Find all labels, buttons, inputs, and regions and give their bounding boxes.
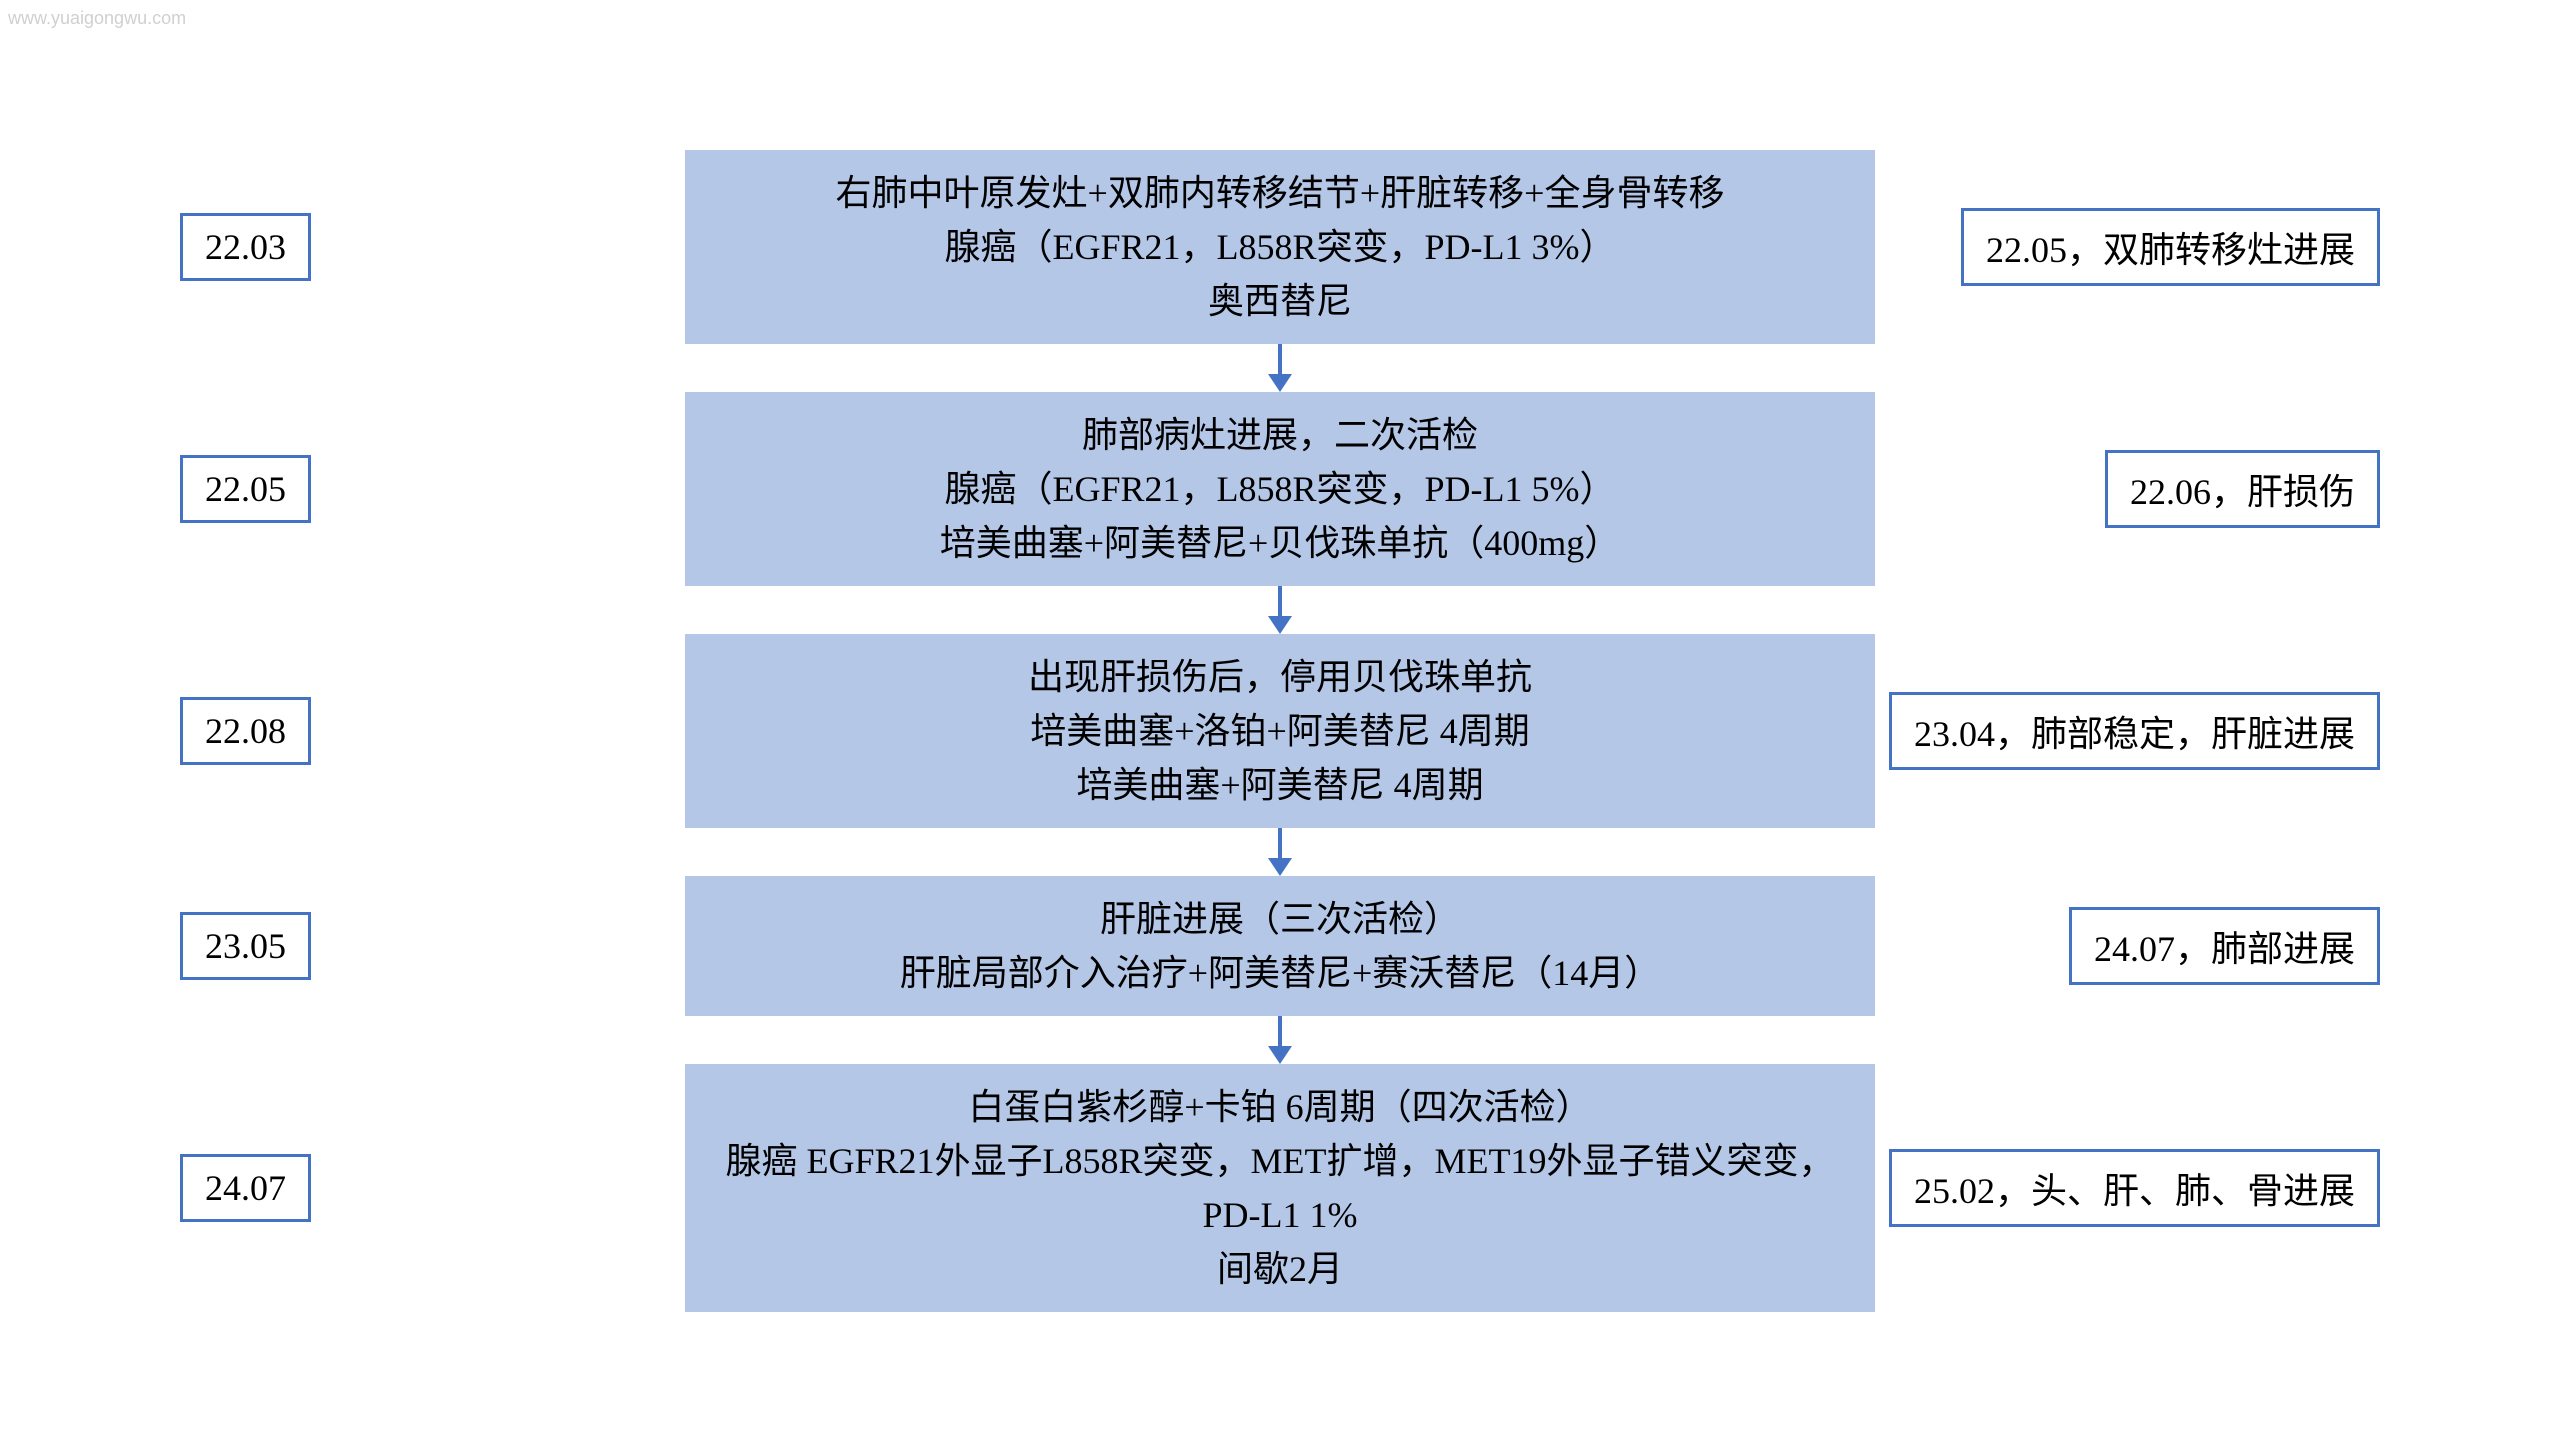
date-box: 23.05 [180,912,311,980]
arrow-down-icon [1268,828,1292,876]
date-box: 24.07 [180,1154,311,1222]
event-box: 白蛋白紫杉醇+卡铂 6周期（四次活检） 腺癌 EGFR21外显子L858R突变，… [685,1064,1875,1312]
arrow-down-icon [1268,586,1292,634]
event-box: 出现肝损伤后，停用贝伐珠单抗 培美曲塞+洛铂+阿美替尼 4周期 培美曲塞+阿美替… [685,634,1875,828]
watermark: www.yuaigongwu.com [8,8,186,29]
event-line: 培美曲塞+洛铂+阿美替尼 4周期 [1030,704,1530,758]
flowchart-container: 22.03 右肺中叶原发灶+双肺内转移结节+肝脏转移+全身骨转移 腺癌（EGFR… [180,150,2380,1312]
flow-row: 22.08 出现肝损伤后，停用贝伐珠单抗 培美曲塞+洛铂+阿美替尼 4周期 培美… [180,634,2380,828]
date-box: 22.03 [180,213,311,281]
arrow-down-icon [1268,1016,1292,1064]
event-line: 出现肝损伤后，停用贝伐珠单抗 [1028,650,1532,704]
event-line: 培美曲塞+阿美替尼 4周期 [1076,758,1483,812]
flow-row: 22.03 右肺中叶原发灶+双肺内转移结节+肝脏转移+全身骨转移 腺癌（EGFR… [180,150,2380,344]
flow-row: 22.05 肺部病灶进展，二次活检 腺癌（EGFR21，L858R突变，PD-L… [180,392,2380,586]
flow-row: 23.05 肝脏进展（三次活检） 肝脏局部介入治疗+阿美替尼+赛沃替尼（14月）… [180,876,2380,1016]
result-box: 25.02，头、肝、肺、骨进展 [1889,1149,2380,1227]
event-line: 右肺中叶原发灶+双肺内转移结节+肝脏转移+全身骨转移 [836,166,1725,220]
event-line: PD-L1 1% [1203,1188,1358,1242]
event-box: 右肺中叶原发灶+双肺内转移结节+肝脏转移+全身骨转移 腺癌（EGFR21，L85… [685,150,1875,344]
result-box: 24.07，肺部进展 [2069,907,2380,985]
event-line: 奥西替尼 [1208,274,1352,328]
event-box: 肺部病灶进展，二次活检 腺癌（EGFR21，L858R突变，PD-L1 5%） … [685,392,1875,586]
date-box: 22.08 [180,697,311,765]
event-line: 间歇2月 [1217,1242,1343,1296]
event-line: 肝脏局部介入治疗+阿美替尼+赛沃替尼（14月） [900,946,1661,1000]
event-line: 腺癌（EGFR21，L858R突变，PD-L1 5%） [944,462,1615,516]
event-line: 腺癌 EGFR21外显子L858R突变，MET扩增，MET19外显子错义突变， [725,1134,1834,1188]
event-line: 培美曲塞+阿美替尼+贝伐珠单抗（400mg） [940,516,1621,570]
date-box: 22.05 [180,455,311,523]
result-box: 22.06，肝损伤 [2105,450,2380,528]
result-box: 23.04，肺部稳定，肝脏进展 [1889,692,2380,770]
flow-row: 24.07 白蛋白紫杉醇+卡铂 6周期（四次活检） 腺癌 EGFR21外显子L8… [180,1064,2380,1312]
event-line: 白蛋白紫杉醇+卡铂 6周期（四次活检） [968,1080,1591,1134]
result-box: 22.05，双肺转移灶进展 [1961,208,2380,286]
event-line: 肝脏进展（三次活检） [1100,892,1460,946]
event-line: 腺癌（EGFR21，L858R突变，PD-L1 3%） [944,220,1615,274]
event-line: 肺部病灶进展，二次活检 [1082,408,1478,462]
arrow-down-icon [1268,344,1292,392]
event-box: 肝脏进展（三次活检） 肝脏局部介入治疗+阿美替尼+赛沃替尼（14月） [685,876,1875,1016]
